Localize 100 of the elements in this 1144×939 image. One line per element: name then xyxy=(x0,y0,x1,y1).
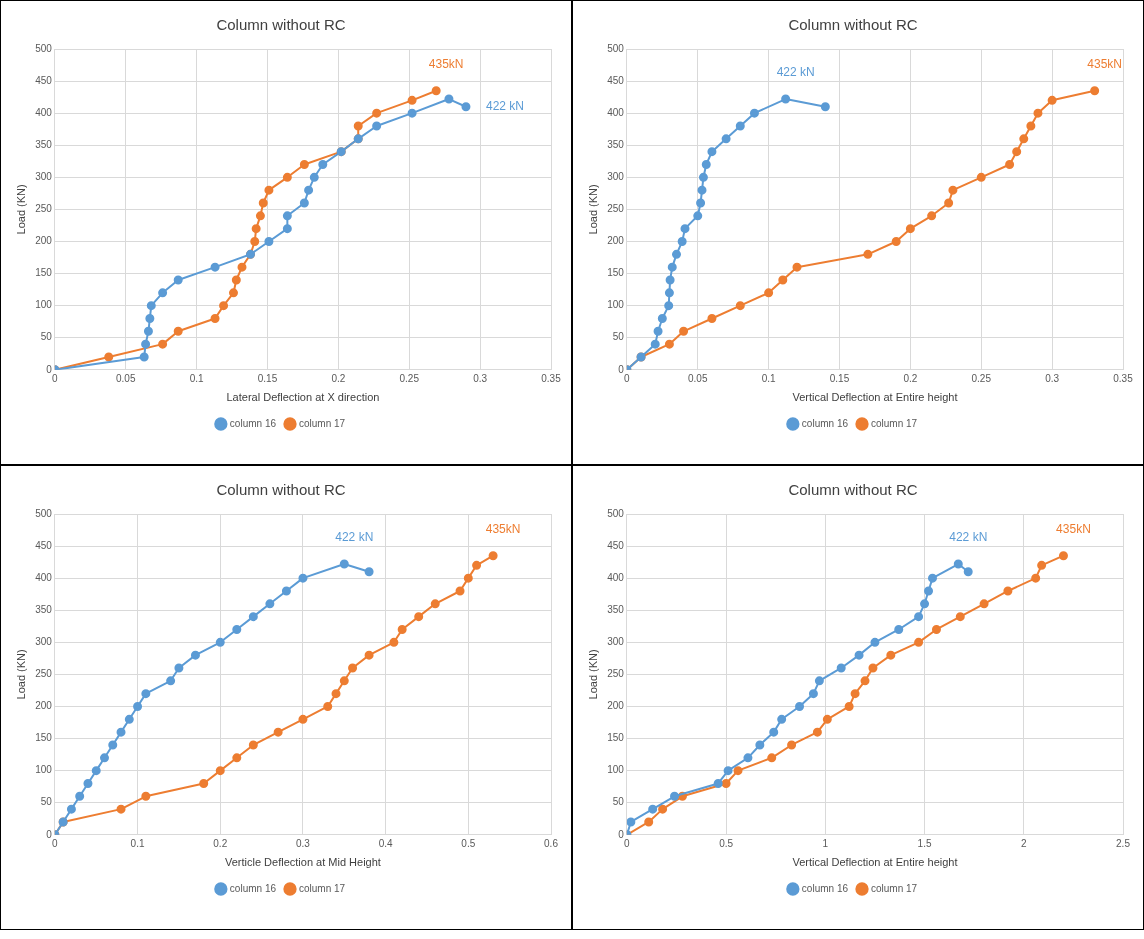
point xyxy=(792,262,802,272)
point xyxy=(66,804,76,814)
point xyxy=(976,172,986,182)
point xyxy=(648,804,658,814)
point xyxy=(91,766,101,776)
point xyxy=(83,778,93,788)
x-tick-label: 0.5 xyxy=(719,837,734,849)
y-tick-label: 50 xyxy=(40,796,53,808)
x-tick-label: 0.05 xyxy=(116,372,136,384)
point xyxy=(1005,159,1015,169)
x-tick-label: 0.2 xyxy=(213,837,228,849)
x-tick-label: 0.15 xyxy=(829,372,850,384)
point xyxy=(735,121,745,131)
point xyxy=(767,753,777,763)
y-tick-label: 250 xyxy=(35,203,53,215)
annotation: 422 kN xyxy=(485,99,524,114)
point xyxy=(944,198,954,208)
point xyxy=(764,288,774,298)
point xyxy=(353,121,363,131)
point xyxy=(886,650,896,660)
legend-label: column 17 xyxy=(299,882,346,894)
point xyxy=(173,275,183,285)
point xyxy=(298,573,308,583)
point xyxy=(1031,573,1041,583)
point xyxy=(963,567,973,577)
point xyxy=(231,275,241,285)
point xyxy=(282,172,292,182)
point xyxy=(1019,134,1029,144)
y-tick-label: 500 xyxy=(35,42,53,54)
point xyxy=(248,612,258,622)
y-tick-label: 300 xyxy=(35,171,53,183)
x-axis-title: Vertical Deflection at Entire height xyxy=(792,856,958,869)
x-axis-title: Lateral Deflection at X direction xyxy=(226,391,380,404)
point xyxy=(397,624,407,634)
point xyxy=(979,599,989,609)
chart-title: Column without RC xyxy=(216,16,346,34)
annotation: 435kN xyxy=(428,57,464,72)
point xyxy=(210,313,220,323)
point xyxy=(1012,147,1022,157)
point xyxy=(955,612,965,622)
point xyxy=(250,236,260,246)
point xyxy=(1058,551,1068,561)
y-tick-label: 300 xyxy=(607,636,625,648)
point xyxy=(721,134,731,144)
point xyxy=(339,676,349,686)
point xyxy=(75,791,85,801)
y-tick-label: 50 xyxy=(612,331,625,343)
y-axis-title: Load (KN) xyxy=(586,649,599,700)
point xyxy=(812,727,822,737)
y-tick-label: 500 xyxy=(35,507,53,519)
point xyxy=(905,224,915,234)
y-tick-label: 150 xyxy=(35,732,53,744)
point xyxy=(237,262,247,272)
y-tick-label: 100 xyxy=(35,299,53,311)
point xyxy=(721,778,731,788)
point xyxy=(854,650,864,660)
legend-label: column 17 xyxy=(871,882,918,894)
y-tick-label: 350 xyxy=(607,603,625,615)
x-tick-label: 0.3 xyxy=(473,372,488,384)
point xyxy=(707,147,717,157)
y-tick-label: 100 xyxy=(607,299,625,311)
point xyxy=(870,637,880,647)
chart-title: Column without RC xyxy=(788,481,918,499)
point xyxy=(265,599,275,609)
point xyxy=(407,95,417,105)
point xyxy=(860,676,870,686)
annotation: 422 kN xyxy=(776,65,815,80)
point xyxy=(145,313,155,323)
point xyxy=(891,236,901,246)
point xyxy=(755,740,765,750)
y-tick-label: 100 xyxy=(607,764,625,776)
point xyxy=(1003,586,1013,596)
point xyxy=(1090,86,1100,96)
x-tick-label: 0.2 xyxy=(903,372,918,384)
x-tick-label: 0.2 xyxy=(331,372,346,384)
x-tick-label: 0.1 xyxy=(189,372,205,384)
point xyxy=(282,211,292,221)
point xyxy=(215,766,225,776)
point xyxy=(488,551,498,561)
point xyxy=(850,689,860,699)
point xyxy=(914,612,924,622)
point xyxy=(116,727,126,737)
x-axis-title: Vertical Deflection at Entire height xyxy=(792,391,958,404)
point xyxy=(626,817,636,827)
x-tick-label: 1 xyxy=(822,837,829,849)
point xyxy=(650,339,660,349)
point xyxy=(146,301,156,311)
point xyxy=(863,249,873,259)
point xyxy=(215,637,225,647)
point xyxy=(219,301,229,311)
point xyxy=(920,599,930,609)
point xyxy=(822,714,832,724)
point xyxy=(389,637,399,647)
point xyxy=(844,701,854,711)
y-tick-label: 0 xyxy=(46,363,53,375)
y-tick-label: 200 xyxy=(607,235,625,247)
annotation: 435kN xyxy=(1056,522,1091,537)
y-tick-label: 150 xyxy=(35,267,53,279)
point xyxy=(282,224,292,234)
point xyxy=(158,339,168,349)
